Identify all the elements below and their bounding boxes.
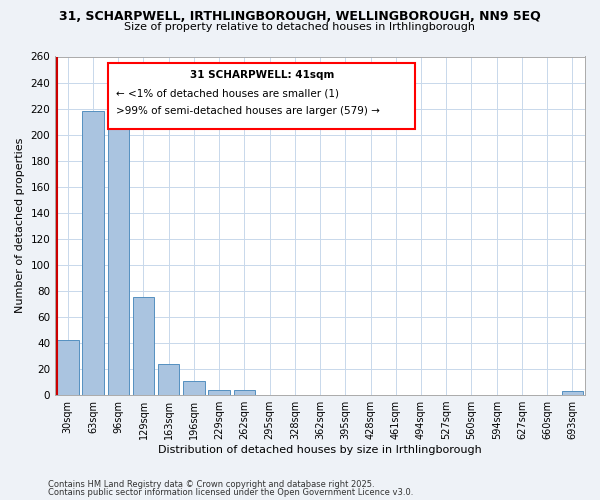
Bar [233,390,255,395]
Bar [562,391,583,395]
Text: Contains HM Land Registry data © Crown copyright and database right 2025.: Contains HM Land Registry data © Crown c… [48,480,374,489]
Text: 31 SCHARPWELL: 41sqm: 31 SCHARPWELL: 41sqm [190,70,334,80]
Text: 31, SCHARPWELL, IRTHLINGBOROUGH, WELLINGBOROUGH, NN9 5EQ: 31, SCHARPWELL, IRTHLINGBOROUGH, WELLING… [59,10,541,23]
Text: ← <1% of detached houses are smaller (1): ← <1% of detached houses are smaller (1) [116,88,339,99]
FancyBboxPatch shape [108,64,415,130]
Bar [208,390,230,395]
Bar [107,119,129,395]
Y-axis label: Number of detached properties: Number of detached properties [15,138,25,314]
Text: Contains public sector information licensed under the Open Government Licence v3: Contains public sector information licen… [48,488,413,497]
X-axis label: Distribution of detached houses by size in Irthlingborough: Distribution of detached houses by size … [158,445,482,455]
Bar [183,381,205,395]
Text: Size of property relative to detached houses in Irthlingborough: Size of property relative to detached ho… [125,22,476,32]
Bar [158,364,179,395]
Bar [82,111,104,395]
Text: >99% of semi-detached houses are larger (579) →: >99% of semi-detached houses are larger … [116,106,380,116]
Bar [57,340,79,395]
Bar [133,298,154,395]
